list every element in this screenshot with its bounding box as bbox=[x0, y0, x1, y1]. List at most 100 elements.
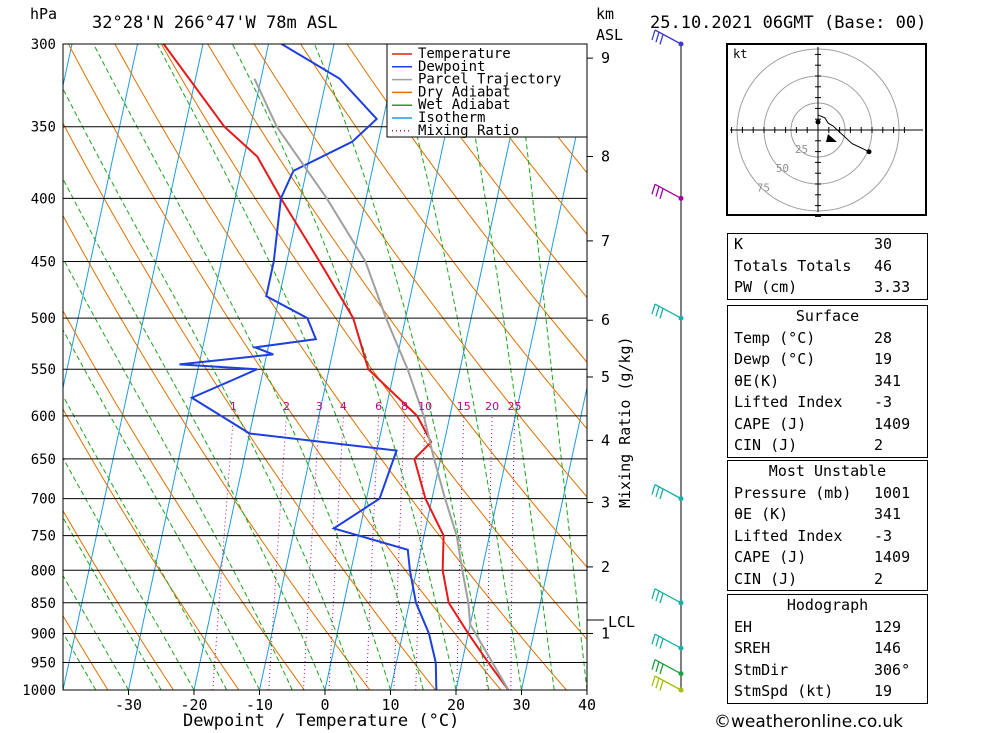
row-key: Temp (°C) bbox=[734, 328, 816, 347]
row-key: EH bbox=[734, 617, 753, 636]
isotherm-line bbox=[193, 44, 335, 690]
wind-barb-flag bbox=[655, 590, 660, 602]
hodograph-ring-label: 50 bbox=[776, 162, 789, 175]
sounding-series bbox=[162, 44, 510, 690]
height-tick-label: 3 bbox=[601, 493, 610, 511]
isotherm-line bbox=[128, 44, 269, 690]
table-title: Most Unstable bbox=[768, 462, 887, 480]
row-key: Lifted Index bbox=[734, 526, 843, 545]
pressure-tick-label: 850 bbox=[31, 596, 56, 612]
dewpoint-line bbox=[179, 44, 438, 690]
wind-barb-staff bbox=[654, 303, 682, 319]
isotherm-line bbox=[63, 44, 138, 391]
height-tick-label: 5 bbox=[601, 368, 610, 386]
isotherm-line bbox=[0, 44, 7, 690]
row-key: θE (K) bbox=[734, 505, 789, 523]
legend-box bbox=[386, 43, 588, 138]
table-row: Lifted Index -3 bbox=[728, 392, 927, 414]
mixing-ratio-label: 20 bbox=[485, 400, 499, 413]
isotherm-line bbox=[63, 44, 204, 690]
wind-barb-flag bbox=[655, 486, 660, 498]
height-tick-label: 2 bbox=[601, 558, 610, 576]
wind-barb-flag bbox=[659, 308, 664, 319]
row-value: 2 bbox=[874, 569, 884, 588]
legend-label: Parcel Trajectory bbox=[418, 72, 561, 88]
table-row: CIN (J) 2 bbox=[728, 435, 927, 457]
wet-adiabat-line bbox=[156, 44, 424, 690]
surface-table: Surface Temp (°C) 28 Dewp (°C) 19 θE(K) 341… bbox=[727, 305, 928, 458]
dry-adiabat-line bbox=[392, 44, 587, 299]
km-label: km bbox=[596, 5, 614, 23]
mixing-ratio-line bbox=[212, 415, 234, 690]
row-key: θE(K) bbox=[734, 371, 780, 390]
table-row: CAPE (J) 1409 bbox=[728, 414, 927, 436]
row-key: CIN (J) bbox=[734, 569, 798, 588]
wind-barb-flag bbox=[651, 675, 656, 687]
parcel-trajectory-line bbox=[253, 78, 510, 690]
indices-table: K 30 Totals Totals 46 PW (cm) 3.33 bbox=[727, 233, 928, 300]
height-tick-label: 8 bbox=[601, 148, 610, 166]
datetime-title: 25.10.2021 06GMT (Base: 00) bbox=[650, 13, 926, 33]
wind-barb-staff bbox=[654, 659, 682, 675]
table-row: CAPE (J) 1409 bbox=[728, 547, 927, 569]
height-axis: 9 8 7 6 5 4 3 2 1 bbox=[587, 49, 610, 642]
pressure-tick-label: 300 bbox=[31, 37, 56, 53]
mixing-ratio-line bbox=[486, 415, 493, 690]
pressure-tick-label: 500 bbox=[31, 311, 56, 327]
wet-adiabat-line bbox=[313, 44, 490, 690]
isotherm-line bbox=[390, 44, 531, 690]
temperature-tick-label: -20 bbox=[180, 696, 207, 714]
legend-label: Mixing Ratio bbox=[418, 123, 519, 139]
temperature-line bbox=[162, 44, 510, 690]
wind-barb-staff bbox=[654, 633, 682, 649]
row-value: 341 bbox=[874, 505, 902, 523]
table-row: θE(K) 341 bbox=[728, 371, 927, 393]
credit-link[interactable]: ©weatheronline.co.uk bbox=[714, 712, 904, 732]
table-row: Dewp (°C) 19 bbox=[728, 349, 927, 371]
hodograph-end-dot bbox=[866, 149, 872, 155]
row-value: 146 bbox=[874, 639, 902, 657]
wind-barb-flag bbox=[659, 488, 664, 500]
row-value: 306° bbox=[874, 660, 911, 679]
dry-adiabat-line bbox=[346, 44, 587, 364]
wind-barb-flag bbox=[655, 661, 660, 673]
wind-barb-flag bbox=[655, 306, 660, 317]
x-axis-title: Dewpoint / Temperature (°C) bbox=[183, 711, 459, 731]
mixing-ratio-label: 25 bbox=[508, 400, 522, 413]
wind-barb-flag bbox=[659, 34, 664, 45]
row-key: K bbox=[734, 235, 744, 253]
height-tick-label: 9 bbox=[601, 49, 610, 67]
isotherm-line bbox=[259, 44, 400, 690]
table-row: Lifted Index -3 bbox=[728, 526, 927, 548]
wind-barb-flag bbox=[651, 588, 656, 599]
wind-barb-flag bbox=[659, 680, 664, 691]
table-row: StmSpd (kt) 19 bbox=[728, 681, 927, 703]
lcl-label: LCL bbox=[608, 613, 635, 631]
pressure-axis: 300 350 400 450 500 550 600 650 700 750 800 850 900 9… bbox=[22, 37, 56, 699]
temperature-tick-label: 10 bbox=[381, 696, 399, 714]
dry-adiabat-line bbox=[253, 44, 587, 498]
pressure-tick-label: 550 bbox=[31, 362, 56, 378]
row-value: -3 bbox=[874, 526, 893, 545]
wind-barb-flag bbox=[655, 678, 660, 689]
wind-barb-flag bbox=[655, 32, 660, 43]
row-value: 341 bbox=[874, 371, 902, 390]
row-value: -3 bbox=[874, 393, 893, 411]
table-row: θE (K) 341 bbox=[728, 504, 927, 526]
row-key: StmSpd (kt) bbox=[734, 682, 834, 700]
temperature-tick-label: 40 bbox=[578, 696, 596, 714]
isotherm-line bbox=[521, 385, 587, 690]
row-key: SREH bbox=[734, 639, 771, 657]
row-value: 46 bbox=[874, 256, 893, 275]
pressure-tick-label: 950 bbox=[31, 655, 56, 671]
legend-label: Temperature bbox=[418, 46, 511, 62]
legend-label: Isotherm bbox=[418, 110, 485, 126]
wind-barb-flag bbox=[659, 638, 664, 649]
temperature-tick-label: 20 bbox=[447, 696, 465, 714]
dry-adiabat-line bbox=[300, 44, 587, 430]
hodograph-table: Hodograph EH 129 SREH 146 StmDir 306° StmSp… bbox=[727, 594, 928, 704]
table-row: SREH 146 bbox=[728, 638, 927, 660]
mixing-ratio-label: 8 bbox=[401, 400, 408, 413]
temperature-tick-label: -30 bbox=[115, 696, 142, 714]
